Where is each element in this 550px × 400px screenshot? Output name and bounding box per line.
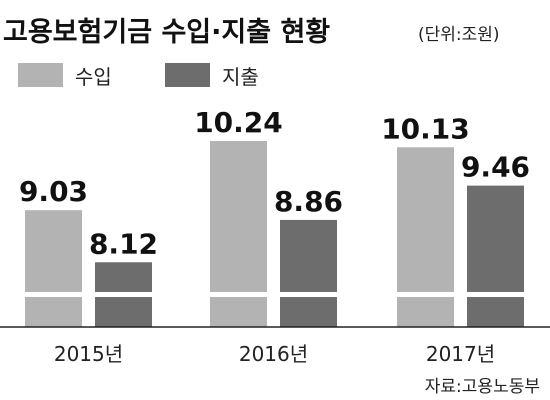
- bar-revenue-3: [397, 147, 454, 292]
- data-label-revenue-3: 10.13: [381, 112, 470, 145]
- bar-revenue-1: [25, 210, 82, 292]
- bar-base-revenue-1: [25, 297, 82, 327]
- data-label-expenditure-1: 8.12: [89, 227, 158, 260]
- data-label-revenue-2: 10.24: [194, 106, 283, 139]
- bar-revenue-2: [210, 140, 267, 292]
- source-note: 자료:고용노동부: [425, 377, 540, 397]
- x-tick-label-1: 2015년: [54, 342, 123, 366]
- data-label-revenue-1: 9.03: [19, 175, 88, 208]
- chart-title: 고용보험기금 수입·지출 현황: [3, 17, 330, 48]
- unit-label: (단위:조원): [418, 25, 500, 45]
- data-label-expenditure-2: 8.86: [274, 185, 343, 218]
- legend-swatch-revenue: [18, 63, 63, 87]
- bar-base-expenditure-2: [280, 297, 337, 327]
- legend-label-expenditure: 지출: [222, 65, 259, 89]
- bar-base-expenditure-3: [467, 297, 524, 327]
- x-tick-label-3: 2017년: [426, 342, 495, 366]
- bar-area: 9.038.12 2015년 10.24 8.86 2016년 10.13 9.46 2017…: [19, 106, 530, 366]
- data-label-expenditure-3: 9.46: [461, 151, 530, 184]
- bar-base-revenue-2: [210, 297, 267, 327]
- legend-swatch-expenditure: [165, 63, 210, 87]
- legend-label-revenue: 수입: [75, 65, 112, 89]
- x-tick-label-2: 2016년: [239, 342, 308, 366]
- bar-expenditure-2: [280, 219, 337, 292]
- bar-expenditure-3: [467, 185, 524, 292]
- bar-base-expenditure-1: [95, 297, 152, 327]
- bar-base-revenue-3: [397, 297, 454, 327]
- bar-expenditure-1: [95, 262, 152, 292]
